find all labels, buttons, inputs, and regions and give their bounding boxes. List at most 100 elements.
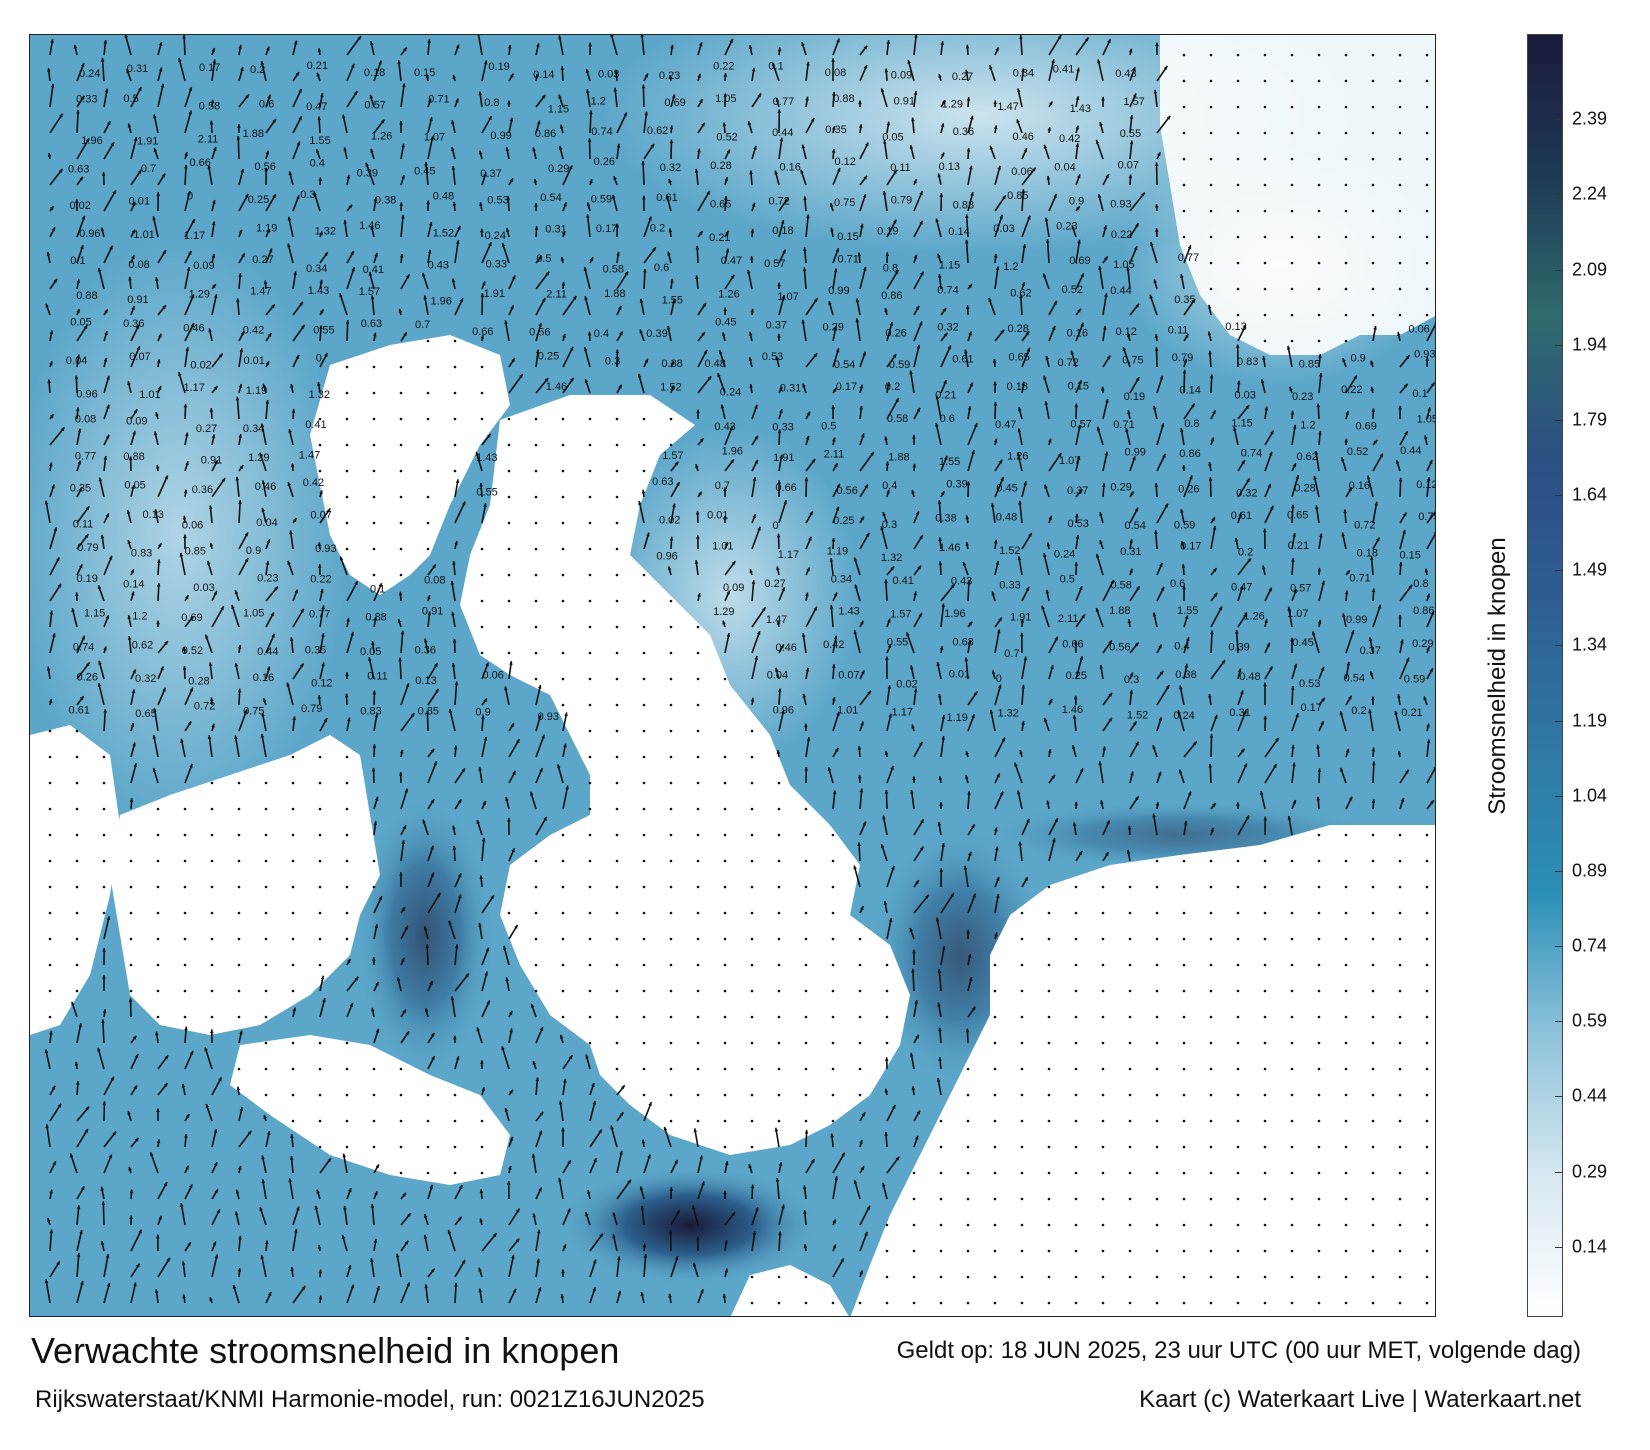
current-arrow-head	[832, 437, 836, 442]
current-arrow-head	[204, 1047, 208, 1052]
grid-dot	[1074, 937, 1078, 941]
current-arrow-head	[85, 138, 90, 143]
current-arrow-head	[245, 94, 249, 99]
current-arrow-head	[1183, 820, 1188, 825]
current-arrow	[1210, 733, 1213, 758]
current-arrow-head	[1395, 460, 1400, 465]
current-arrow-head	[1154, 483, 1159, 487]
current-value-label: 0.32	[1236, 488, 1257, 500]
map-title: Verwachte stroomsnelheid in knopen	[31, 1330, 620, 1371]
grid-dot	[588, 651, 592, 655]
grid-dot	[1263, 1067, 1267, 1071]
grid-dot	[1290, 989, 1294, 993]
grid-dot	[588, 911, 592, 915]
grid-dot	[237, 937, 241, 941]
current-value-label: 0.29	[1110, 481, 1131, 493]
grid-dot	[588, 547, 592, 551]
current-arrow-head	[180, 1203, 184, 1207]
current-arrow-head	[1022, 244, 1027, 248]
current-arrow-head	[52, 1161, 56, 1166]
current-arrow-head	[245, 193, 249, 198]
current-arrow-head	[612, 1212, 617, 1217]
grid-dot	[993, 1093, 997, 1097]
current-arrow-head	[459, 298, 464, 303]
current-arrow-head	[1209, 734, 1214, 738]
grid-dot	[264, 911, 268, 915]
current-arrow-head	[560, 256, 565, 261]
legend-tick-mark	[1555, 419, 1563, 421]
current-value-label: 1.05	[1417, 413, 1436, 425]
current-arrow-head	[1070, 350, 1075, 355]
current-arrow-head	[884, 1088, 889, 1093]
current-arrow-head	[1191, 298, 1196, 303]
current-value-label: 2.11	[546, 289, 567, 301]
current-arrow-head	[1150, 241, 1154, 246]
current-arrow-head	[475, 451, 480, 456]
current-arrow-head	[71, 608, 75, 613]
current-arrow-head	[886, 40, 891, 44]
grid-dot	[1290, 1301, 1294, 1305]
current-arrow-head	[339, 556, 344, 561]
current-arrow-head	[697, 148, 701, 153]
grid-dot	[561, 859, 565, 863]
grid-dot	[426, 391, 430, 395]
current-arrow-head	[1053, 193, 1057, 198]
current-arrow-head	[697, 73, 701, 78]
grid-dot	[1074, 1223, 1078, 1227]
grid-dot	[237, 963, 241, 967]
current-arrow-head	[1048, 515, 1053, 520]
grid-dot	[858, 1301, 862, 1305]
current-arrow-head	[859, 1139, 863, 1144]
grid-dot	[1371, 833, 1375, 837]
grid-dot	[1371, 53, 1375, 57]
current-arrow	[178, 57, 186, 82]
current-arrow-head	[374, 924, 379, 929]
grid-dot	[723, 755, 727, 759]
current-arrow-head	[721, 332, 726, 337]
current-speed-map[interactable]: 0.24 0.31 0.17 0.2 0.21 0.18 0.15 0.19 0.14 0.03 0…	[29, 34, 1436, 1317]
grid-dot	[1263, 1275, 1267, 1279]
grid-dot	[750, 885, 754, 889]
current-arrow-head	[544, 377, 549, 382]
current-arrow-head	[1371, 588, 1376, 593]
current-arrow	[909, 370, 915, 394]
current-arrow-head	[811, 458, 816, 463]
current-arrow-head	[407, 1213, 411, 1218]
current-value-label: 0.6	[259, 98, 274, 110]
current-arrow-head	[913, 688, 918, 693]
grid-dot	[480, 417, 484, 421]
current-arrow-head	[1129, 690, 1134, 694]
current-arrow-head	[1343, 509, 1347, 514]
current-arrow-head	[668, 178, 672, 183]
current-arrow-head	[350, 1284, 355, 1289]
grid-dot	[1182, 1171, 1186, 1175]
grid-dot	[1425, 1067, 1429, 1071]
grid-dot	[507, 521, 511, 525]
current-value-label: 0.18	[772, 225, 793, 237]
grid-dot	[1101, 1015, 1105, 1019]
grid-dot	[426, 1093, 430, 1097]
grid-dot	[291, 937, 295, 941]
current-arrow-head	[783, 500, 787, 505]
grid-dot	[399, 495, 403, 499]
current-value-label: 0.37	[1360, 645, 1381, 657]
current-arrow-head	[913, 591, 917, 596]
current-arrow	[211, 477, 226, 498]
current-arrow	[236, 396, 240, 420]
grid-dot	[1290, 1171, 1294, 1175]
current-arrow-head	[781, 709, 785, 714]
current-arrow-head	[268, 248, 273, 253]
grid-dot	[183, 833, 187, 837]
current-arrow-head	[160, 83, 165, 88]
current-arrow-head	[585, 69, 590, 74]
current-arrow-head	[701, 332, 705, 337]
current-arrow-head	[1102, 325, 1107, 330]
grid-dot	[642, 703, 646, 707]
grid-dot	[642, 755, 646, 759]
current-value-label: 0.56	[529, 327, 550, 339]
current-value-label: 0.19	[877, 225, 898, 237]
current-arrow-head	[57, 1103, 62, 1108]
grid-dot	[1290, 885, 1294, 889]
current-arrow-head	[833, 592, 838, 597]
current-arrow-head	[1164, 503, 1168, 508]
